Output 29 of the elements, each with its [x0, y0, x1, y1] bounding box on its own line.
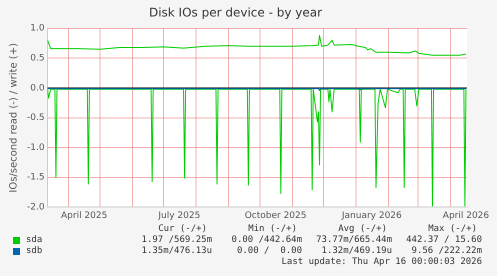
text: Last update: Thu Apr 16 00:00:03 2026: [282, 257, 482, 268]
text: 0.00 /442.64m: [232, 235, 302, 246]
x-tick-label: January 2026: [340, 210, 402, 221]
text: 9.56 /222.22m: [412, 246, 482, 257]
x-tick-label: April 2025: [61, 210, 108, 221]
y-tick-label: 1.0: [30, 24, 45, 34]
x-tick-label: April 2026: [442, 210, 490, 221]
y-tick-label: 0.0: [30, 83, 45, 94]
text: 1.32m/469.19u: [322, 246, 392, 257]
text: Max (-/+): [428, 224, 477, 235]
text: 442.37 / 15.60: [406, 235, 482, 246]
text: 0.00 / 0.00: [236, 246, 302, 257]
text: Avg (-/+): [338, 224, 387, 235]
chart-title: Disk IOs per device - by year: [148, 5, 322, 20]
legend-label: sda: [26, 235, 42, 246]
text: Min (-/+): [248, 224, 297, 235]
y-axis-title: IOs/second read (-) / write (+): [8, 42, 20, 193]
y-tick-label: -1.5: [27, 172, 45, 183]
text: 73.77m/665.44m: [316, 235, 392, 246]
text: 1.97 /569.25m: [142, 235, 212, 246]
text: 1.35m/476.13u: [142, 246, 212, 257]
x-tick-label: October 2025: [244, 210, 306, 221]
y-tick-label: -1.0: [27, 142, 45, 153]
x-tick-label: July 2025: [157, 210, 200, 221]
text: Cur (-/+): [158, 224, 207, 235]
y-tick-label: 0.5: [30, 54, 45, 64]
legend-label: sdb: [26, 246, 42, 257]
y-tick-label: -0.5: [27, 113, 45, 124]
y-tick-label: -2.0: [27, 202, 45, 213]
